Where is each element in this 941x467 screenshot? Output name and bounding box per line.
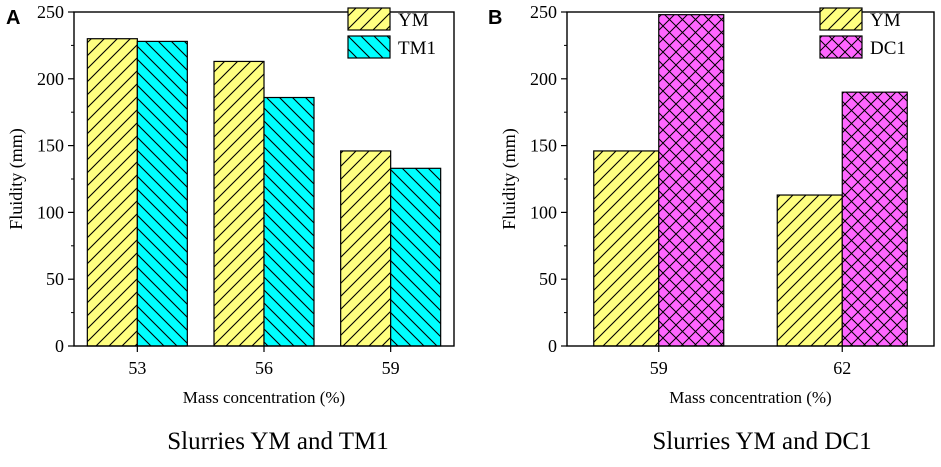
panel-b-y-axis-label: Fluidity (mm) (499, 128, 520, 230)
panel-b-y-tick-label: 50 (539, 269, 557, 289)
panel-a-legend-swatch-tm1 (347, 35, 391, 59)
panel-b-caption: Slurries YM and DC1 (652, 428, 872, 455)
panel-b-legend-swatch-dc1 (819, 35, 863, 59)
panel-b-legend-swatch-ym (819, 7, 863, 31)
panel-a-legend-label-tm1: TM1 (398, 38, 436, 59)
panel-a-x-axis-label: Mass concentration (%) (183, 388, 345, 407)
panel-b-bar-dc1-59 (658, 14, 725, 347)
panel-b-y-tick-label: 250 (530, 2, 557, 22)
panel-a-y-tick-label: 150 (37, 136, 64, 156)
panel-a-y-tick-label: 250 (37, 2, 64, 22)
panel-b-legend-label-dc1: DC1 (870, 38, 906, 59)
panel-b-bar-ym-62 (776, 194, 843, 347)
panel-a-y-axis-label: Fluidity (mm) (6, 128, 27, 230)
panel-b-y-tick-label: 200 (530, 69, 557, 89)
panel-b-bar-dc1-62 (841, 91, 908, 347)
panel-a-x-tick-label: 59 (382, 358, 400, 378)
panel-a-legend-label-ym: YM (398, 10, 429, 31)
panel-a-caption: Slurries YM and TM1 (167, 428, 389, 455)
panel-a-bar-tm1-59 (390, 167, 442, 347)
panel-b: B 59 62 0 50 100 150 200 250 Mass concentration (… (488, 2, 935, 407)
panel-b-letter: B (488, 7, 502, 29)
panel-b-y-tick-label: 150 (530, 136, 557, 156)
panel-a-bar-tm1-53 (136, 40, 188, 347)
panel-a-legend-swatch-ym (347, 7, 391, 31)
panel-a: A 53 56 59 0 50 100 150 200 250 Mass concentration… (6, 2, 455, 407)
panel-a-x-tick-label: 56 (255, 358, 273, 378)
panel-b-y-tick-label: 100 (530, 202, 557, 222)
panel-b-x-axis-label: Mass concentration (%) (669, 388, 831, 407)
panel-b-y-tick-label: 0 (548, 336, 557, 356)
panel-a-bar-ym-56 (213, 60, 265, 347)
panel-b-x-tick-label: 62 (833, 358, 851, 378)
panel-b-bar-ym-59 (593, 150, 660, 347)
panel-a-letter: A (6, 7, 20, 29)
panel-a-y-tick-label: 200 (37, 69, 64, 89)
panel-a-bar-ym-53 (86, 38, 138, 347)
panel-b-legend-label-ym: YM (870, 10, 901, 31)
panel-a-y-tick-label: 100 (37, 202, 64, 222)
panel-a-y-tick-label: 50 (46, 269, 64, 289)
panel-a-bar-tm1-56 (263, 96, 315, 347)
panel-b-x-tick-label: 59 (650, 358, 668, 378)
panel-a-x-tick-label: 53 (128, 358, 146, 378)
panel-a-bar-ym-59 (340, 150, 392, 347)
panel-a-y-tick-label: 0 (55, 336, 64, 356)
